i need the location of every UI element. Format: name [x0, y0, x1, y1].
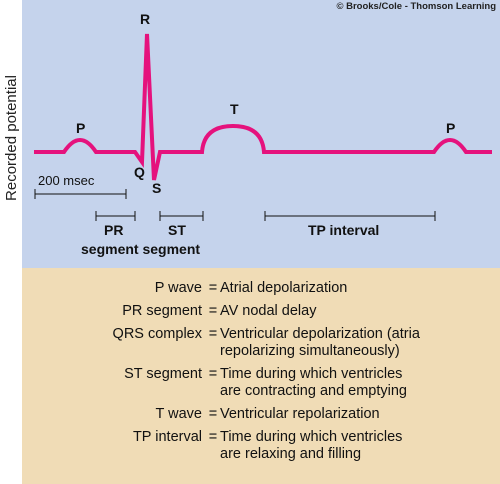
pr-segment-bracket [95, 211, 136, 221]
legend-panel [22, 268, 500, 484]
legend-equals: = [208, 406, 218, 422]
legend-row-tp-interval: TP interval = Time during which ventricl… [22, 429, 500, 463]
st-segment-label: ST [168, 222, 186, 238]
legend-definition: Time during which ventricles are relaxin… [220, 429, 403, 462]
t-wave-label: T [230, 101, 239, 117]
segment-row-label: segment segment [81, 241, 200, 257]
legend-list: P wave = Atrial depolarization PR segmen… [22, 280, 500, 469]
tp-interval-label: TP interval [308, 222, 379, 238]
legend-equals: = [208, 366, 218, 382]
legend-row-t-wave: T wave = Ventricular repolarization [22, 406, 500, 423]
st-segment-bracket [159, 211, 204, 221]
legend-row-pr-segment: PR segment = AV nodal delay [22, 303, 500, 320]
legend-definition: Time during which ventricles are contrac… [220, 366, 407, 399]
copyright-notice: © Brooks/Cole - Thomson Learning [336, 1, 496, 12]
s-wave-label: S [152, 180, 161, 196]
legend-term: P wave [154, 280, 202, 296]
legend-definition: AV nodal delay [220, 303, 317, 319]
pr-segment-label: PR [104, 222, 123, 238]
legend-row-p-wave: P wave = Atrial depolarization [22, 280, 500, 297]
r-wave-label: R [140, 11, 150, 27]
legend-equals: = [208, 303, 218, 319]
legend-definition: Atrial depolarization [220, 280, 348, 296]
legend-row-qrs-complex: QRS complex = Ventricular depolarization… [22, 326, 500, 360]
legend-term: QRS complex [112, 326, 202, 342]
legend-term: ST segment [124, 366, 202, 382]
legend-definition: Ventricular repolarization [220, 406, 380, 422]
legend-term: T wave [155, 406, 202, 422]
scale-bar [34, 189, 127, 199]
q-wave-label: Q [134, 164, 145, 180]
legend-definition: Ventricular depolarization (atria repola… [220, 326, 420, 359]
tp-interval-bracket [264, 211, 436, 221]
legend-term: TP interval [132, 429, 202, 445]
legend-equals: = [208, 326, 218, 342]
ecg-trace [34, 33, 492, 181]
scale-bar-label: 200 msec [38, 173, 95, 188]
ecg-panel [22, 0, 500, 268]
legend-equals: = [208, 280, 218, 296]
p-wave-label-1: P [76, 120, 85, 136]
legend-equals: = [208, 429, 218, 445]
ecg-diagram: P R Q S T P 200 msec PR ST segment segme… [34, 11, 492, 257]
legend-row-st-segment: ST segment = Time during which ventricle… [22, 366, 500, 400]
legend-term: PR segment [122, 303, 202, 319]
p-wave-label-2: P [446, 120, 455, 136]
